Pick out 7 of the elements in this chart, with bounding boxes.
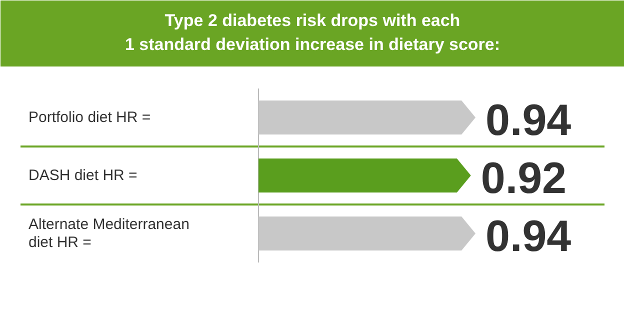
chart-title: Type 2 diabetes risk drops with each 1 standard deviation increase in dietary score: [124, 11, 500, 54]
data-label: 0.94 [486, 96, 572, 145]
y-tick-label: Alternate Mediterranean diet HR = [28, 216, 190, 251]
y-tick-label: DASH diet HR = [28, 167, 138, 184]
data-label: 0.92 [480, 154, 567, 203]
y-tick-label: Portfolio diet HR = [28, 109, 151, 126]
data-label: 0.94 [486, 212, 572, 261]
